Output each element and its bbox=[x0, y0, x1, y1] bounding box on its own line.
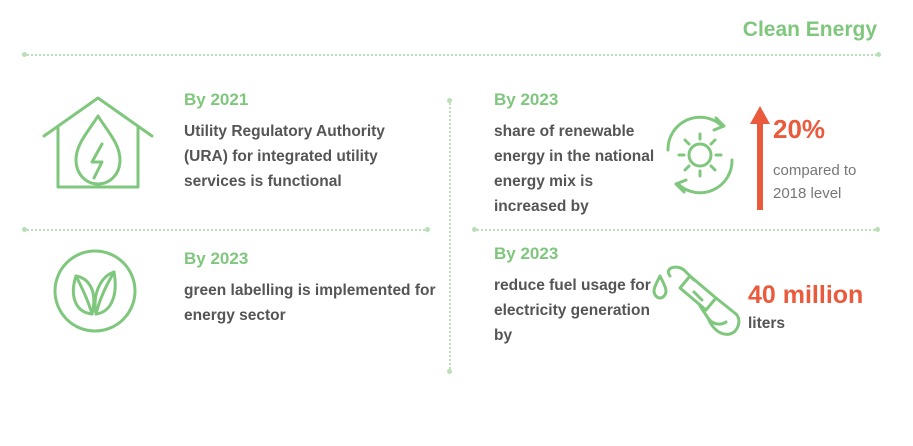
value-note: liters bbox=[748, 315, 786, 332]
target-year: By 2021 bbox=[184, 90, 249, 109]
up-arrow-icon bbox=[750, 106, 770, 210]
header-divider bbox=[24, 54, 880, 56]
value-note: compared to 2018 level bbox=[773, 162, 857, 202]
divider-dot bbox=[875, 227, 880, 232]
leaf-circle-icon bbox=[53, 249, 137, 333]
target-description: green labelling is implemented for energ… bbox=[184, 282, 436, 324]
target-description: share of renewable energy in the nationa… bbox=[494, 123, 655, 215]
divider-dot bbox=[447, 369, 452, 374]
divider-dot bbox=[876, 52, 881, 57]
house-energy-drop-icon bbox=[42, 96, 154, 189]
highlight-value: 40 million bbox=[748, 281, 864, 309]
sun-cycle-icon bbox=[666, 115, 734, 195]
divider-dot bbox=[447, 98, 452, 103]
divider-dot bbox=[22, 227, 27, 232]
divider-dot bbox=[22, 52, 27, 57]
target-year: By 2023 bbox=[494, 90, 559, 109]
target-year: By 2023 bbox=[494, 244, 559, 263]
page-title: Clean Energy bbox=[742, 18, 877, 41]
row-divider-left bbox=[24, 229, 428, 231]
divider-dot bbox=[472, 227, 477, 232]
fuel-nozzle-icon bbox=[652, 265, 741, 336]
divider-dot bbox=[425, 227, 430, 232]
column-divider bbox=[449, 100, 451, 372]
target-year: By 2023 bbox=[184, 249, 249, 268]
highlight-value: 20% bbox=[773, 114, 826, 144]
row-divider-right bbox=[474, 229, 878, 231]
target-description: Utility Regulatory Authority (URA) for i… bbox=[184, 123, 385, 190]
target-description: reduce fuel usage for electricity genera… bbox=[494, 277, 651, 344]
